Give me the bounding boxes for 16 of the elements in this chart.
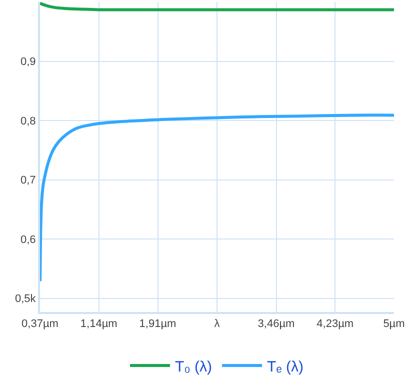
legend-label: Tₑ (λ) [267, 358, 304, 376]
y-tick-label: 0,5k [15, 293, 36, 306]
x-tick-label: λ [214, 318, 220, 330]
x-tick-label: 0,37µm [22, 318, 58, 330]
x-tick-label: 1,14µm [80, 318, 118, 330]
x-tick-label: 4,23µm [316, 318, 354, 330]
x-tick-label: 1,91µm [139, 318, 176, 330]
y-tick-label: 0,6 [20, 234, 36, 246]
x-tick-label: 5µm [383, 318, 405, 330]
y-tick-label: 0,7 [20, 174, 36, 187]
legend-label: T₀ (λ) [175, 358, 212, 376]
x-tick-label: 3,46µm [258, 318, 295, 330]
y-tick-label: 0,9 [20, 56, 36, 68]
line-series [40, 114, 394, 283]
line-series [40, 2, 394, 12]
y-tick-label: 0,8 [20, 115, 36, 128]
